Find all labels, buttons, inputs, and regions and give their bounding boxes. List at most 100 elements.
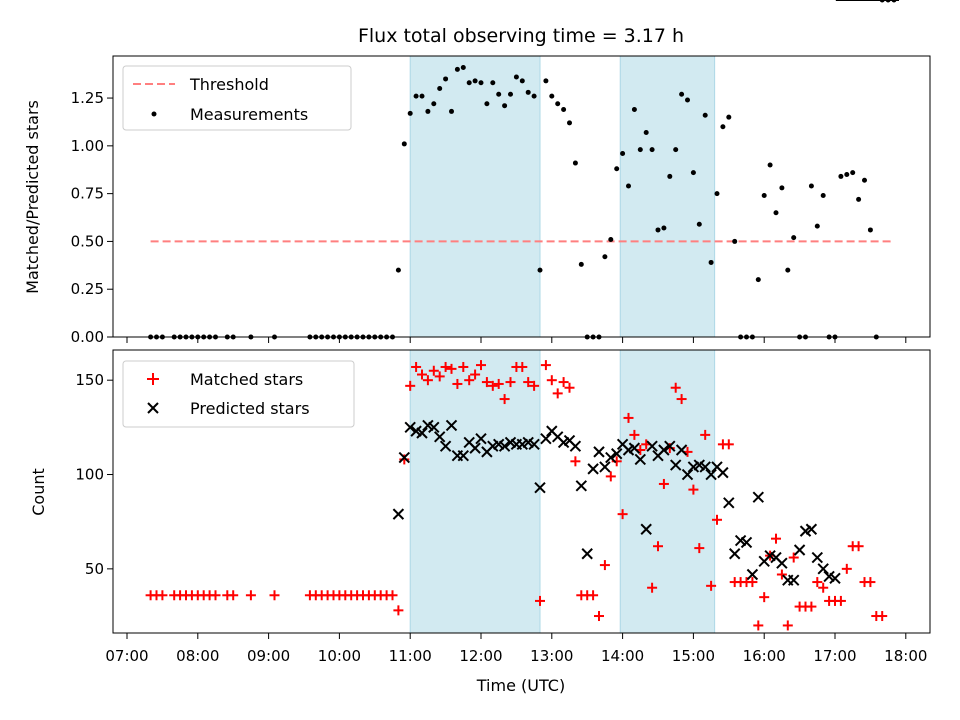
predicted-star-point (534, 482, 546, 494)
measurement-point (466, 80, 472, 86)
matched-star-point (588, 590, 599, 601)
predicted-star-marker-b (398, 451, 411, 464)
predicted-star-marker-b (404, 421, 416, 434)
predicted-star-marker-b (717, 466, 729, 479)
measurement-point (413, 93, 419, 99)
measurement-point (637, 147, 643, 153)
x-tick-label: 12:00 (459, 647, 502, 665)
predicted-star-point (669, 459, 682, 471)
predicted-star-marker-b (422, 419, 434, 432)
top-y-ticks: 0.00 0.25 0.50 0.75 1.00 1.25 (71, 89, 113, 346)
measurement-point (602, 254, 608, 260)
measurement-point (537, 267, 543, 273)
predicted-star-point (776, 557, 788, 569)
y-tick-label: 150 (75, 371, 104, 389)
predicted-star-point (433, 431, 446, 443)
matched-star-point (841, 563, 852, 574)
measurement-point (708, 259, 714, 265)
measurement-point (726, 114, 732, 120)
matched-star-point (658, 478, 669, 489)
predicted-star-point (811, 551, 824, 564)
legend-measurements-swatch (151, 111, 157, 117)
x-tick-label: 16:00 (743, 647, 786, 665)
top-plot-frame (112, 55, 931, 338)
measurement-point (407, 110, 413, 116)
matched-star-point (487, 380, 498, 391)
measurement-point (549, 93, 555, 99)
predicted-star-point (681, 468, 694, 481)
predicted-star-point (634, 453, 647, 466)
matched-star-point (688, 484, 699, 495)
matched-star-point (245, 590, 256, 601)
measurement-point (419, 93, 425, 99)
matched-star-point (653, 541, 663, 552)
predicted-star-point (428, 421, 440, 434)
predicted-star-marker-b (581, 548, 593, 560)
predicted-star-marker-b (428, 421, 440, 434)
bottom-x-ticks: 07:00 08:00 09:00 10:00 11:00 12:00 13:00 14:00… (105, 633, 927, 665)
predicted-star-point (540, 432, 552, 445)
predicted-star-point (805, 523, 818, 535)
bottom-series (145, 0, 899, 631)
predicted-star-marker-b (540, 432, 552, 445)
matched-star-point (499, 394, 510, 405)
predicted-star-marker-b (669, 459, 682, 471)
measurement-point (850, 170, 856, 176)
matched-star-point (723, 439, 734, 450)
matched-star-point (210, 590, 221, 601)
x-tick-label: 13:00 (530, 647, 573, 665)
measurement-point (395, 267, 401, 273)
predicted-star-marker-b (599, 461, 611, 473)
measurement-point (449, 108, 454, 114)
matched-star-point (818, 582, 829, 593)
measurement-point (667, 173, 673, 179)
predicted-star-marker-b (445, 419, 458, 432)
x-tick-label: 08:00 (176, 647, 219, 665)
matched-star-point (694, 543, 705, 554)
matched-star-point (570, 456, 581, 467)
x-tick-label: 07:00 (105, 647, 148, 665)
predicted-star-marker-b (463, 436, 475, 449)
predicted-star-marker-b (551, 431, 564, 443)
matched-star-point (458, 361, 469, 372)
predicted-star-marker-b (681, 468, 694, 481)
measurement-point (478, 80, 484, 86)
matched-star-point (446, 363, 457, 374)
matched-star-point (422, 375, 433, 386)
matched-star-point (493, 378, 504, 389)
predicted-star-marker-b (492, 438, 505, 451)
predicted-star-marker-b (723, 497, 735, 509)
x-tick-label: 09:00 (247, 647, 290, 665)
matched-star-point (558, 377, 569, 388)
predicted-star-point (705, 468, 717, 481)
matched-star-point (676, 394, 687, 405)
measurement-point (578, 261, 584, 267)
predicted-star-point (658, 444, 670, 456)
legend-matched-swatch (147, 373, 159, 385)
matched-star-point (753, 620, 764, 631)
matched-star-point (476, 360, 486, 371)
predicted-star-point (404, 421, 416, 434)
predicted-star-point (752, 491, 765, 503)
matched-star-point (399, 454, 410, 465)
matched-star-point (853, 541, 864, 552)
x-tick-label: 10:00 (318, 647, 361, 665)
matched-star-point (594, 611, 604, 622)
chart-title: Flux total observing time = 3.17 h (358, 25, 684, 47)
predicted-star-marker-b (811, 551, 824, 564)
measurement-point (543, 78, 549, 84)
predicted-star-point (793, 544, 806, 556)
bottom-shaded-intervals (409, 349, 716, 634)
matched-star-point (387, 590, 398, 601)
predicted-star-marker-b (728, 548, 741, 560)
matched-star-point (546, 375, 557, 386)
matched-star-point (440, 361, 451, 372)
measurement-point (867, 227, 873, 233)
measurement-point (773, 210, 779, 216)
measurement-point (502, 103, 508, 109)
matched-star-point (623, 412, 634, 423)
predicted-star-marker-b (823, 570, 835, 583)
x-axis-label: Time (UTC) (476, 676, 565, 695)
bottom-legend: Matched stars Predicted stars (122, 360, 355, 428)
measurement-point (808, 183, 814, 189)
